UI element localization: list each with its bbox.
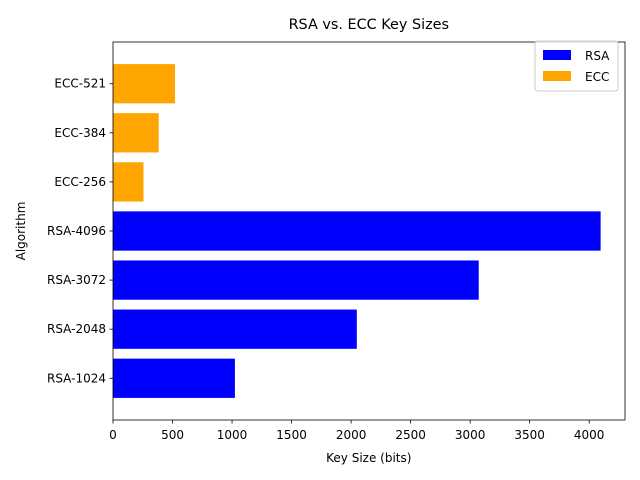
legend-swatch-ecc [543,71,571,81]
legend: RSA ECC [534,40,619,92]
bar-rsa-1024 [113,358,235,398]
y-axis-label: Algorithm [14,202,28,261]
y-tick-label: RSA-3072 [47,273,106,287]
bar-ecc-384 [113,113,159,153]
legend-label-ecc: ECC [585,70,609,84]
y-axis-ticks: RSA-1024 RSA-2048 RSA-3072 RSA-4096 ECC-256 E… [47,77,113,385]
legend-swatch-rsa [543,50,571,60]
x-tick-label: 3000 [455,428,486,442]
x-tick-label: 2500 [395,428,426,442]
x-tick-label: 2000 [336,428,367,442]
x-tick-label: 500 [161,428,184,442]
y-tick-label: ECC-256 [54,175,106,189]
bar-rsa-2048 [113,309,357,349]
y-tick-label: ECC-384 [54,126,106,140]
x-tick-label: 1500 [276,428,307,442]
y-tick-label: RSA-4096 [47,224,106,238]
x-tick-label: 1000 [217,428,248,442]
bar-ecc-521 [113,64,176,104]
y-tick-label: RSA-2048 [47,322,106,336]
x-tick-label: 4000 [574,428,605,442]
bar-rsa-3072 [113,260,479,300]
legend-label-rsa: RSA [585,49,610,63]
y-tick-label: RSA-1024 [47,371,106,385]
chart-title: RSA vs. ECC Key Sizes [289,17,449,33]
y-tick-label: ECC-521 [54,77,106,91]
x-tick-label: 0 [109,428,117,442]
bar-rsa-4096 [113,211,601,251]
bar-ecc-256 [113,162,144,202]
bars-group [113,64,601,398]
x-axis-ticks: 0 500 1000 1500 2000 2500 3000 3500 4000 [109,420,604,442]
x-axis-label: Key Size (bits) [326,451,411,465]
x-tick-label: 3500 [514,428,545,442]
